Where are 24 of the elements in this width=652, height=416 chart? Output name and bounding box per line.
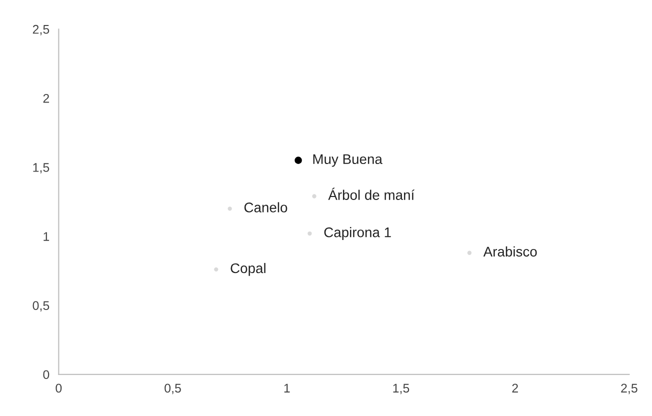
x-tick-label: 1 xyxy=(284,384,290,392)
point xyxy=(312,194,316,198)
y-tick-label: 0 xyxy=(43,370,50,380)
y-tick-label: 0,5 xyxy=(32,301,50,312)
data-label: Canelo xyxy=(244,202,288,212)
data-label: Muy Buena xyxy=(313,154,382,167)
point xyxy=(228,206,232,211)
point xyxy=(308,231,312,236)
y-tick-label: 2 xyxy=(43,94,50,103)
x-tick-label: 2 xyxy=(512,384,518,392)
y-tick-label: 2,5 xyxy=(32,24,50,36)
y-tick-label: 1,5 xyxy=(33,163,50,174)
x-tick-label: 2,5 xyxy=(621,384,638,394)
point xyxy=(294,156,302,164)
data-label: Arabisco xyxy=(483,246,537,257)
data-label: Capirona 1 xyxy=(324,227,391,240)
point xyxy=(214,267,218,272)
y-tick-label: 1 xyxy=(44,232,50,241)
data-label: Copal xyxy=(230,262,266,276)
point xyxy=(467,250,472,255)
x-tick-label: 0 xyxy=(56,384,62,393)
x-tick-label: 0,5 xyxy=(164,384,181,394)
x-tick-label: 1,5 xyxy=(393,384,410,394)
data-label: Árbol de maní xyxy=(328,188,415,200)
